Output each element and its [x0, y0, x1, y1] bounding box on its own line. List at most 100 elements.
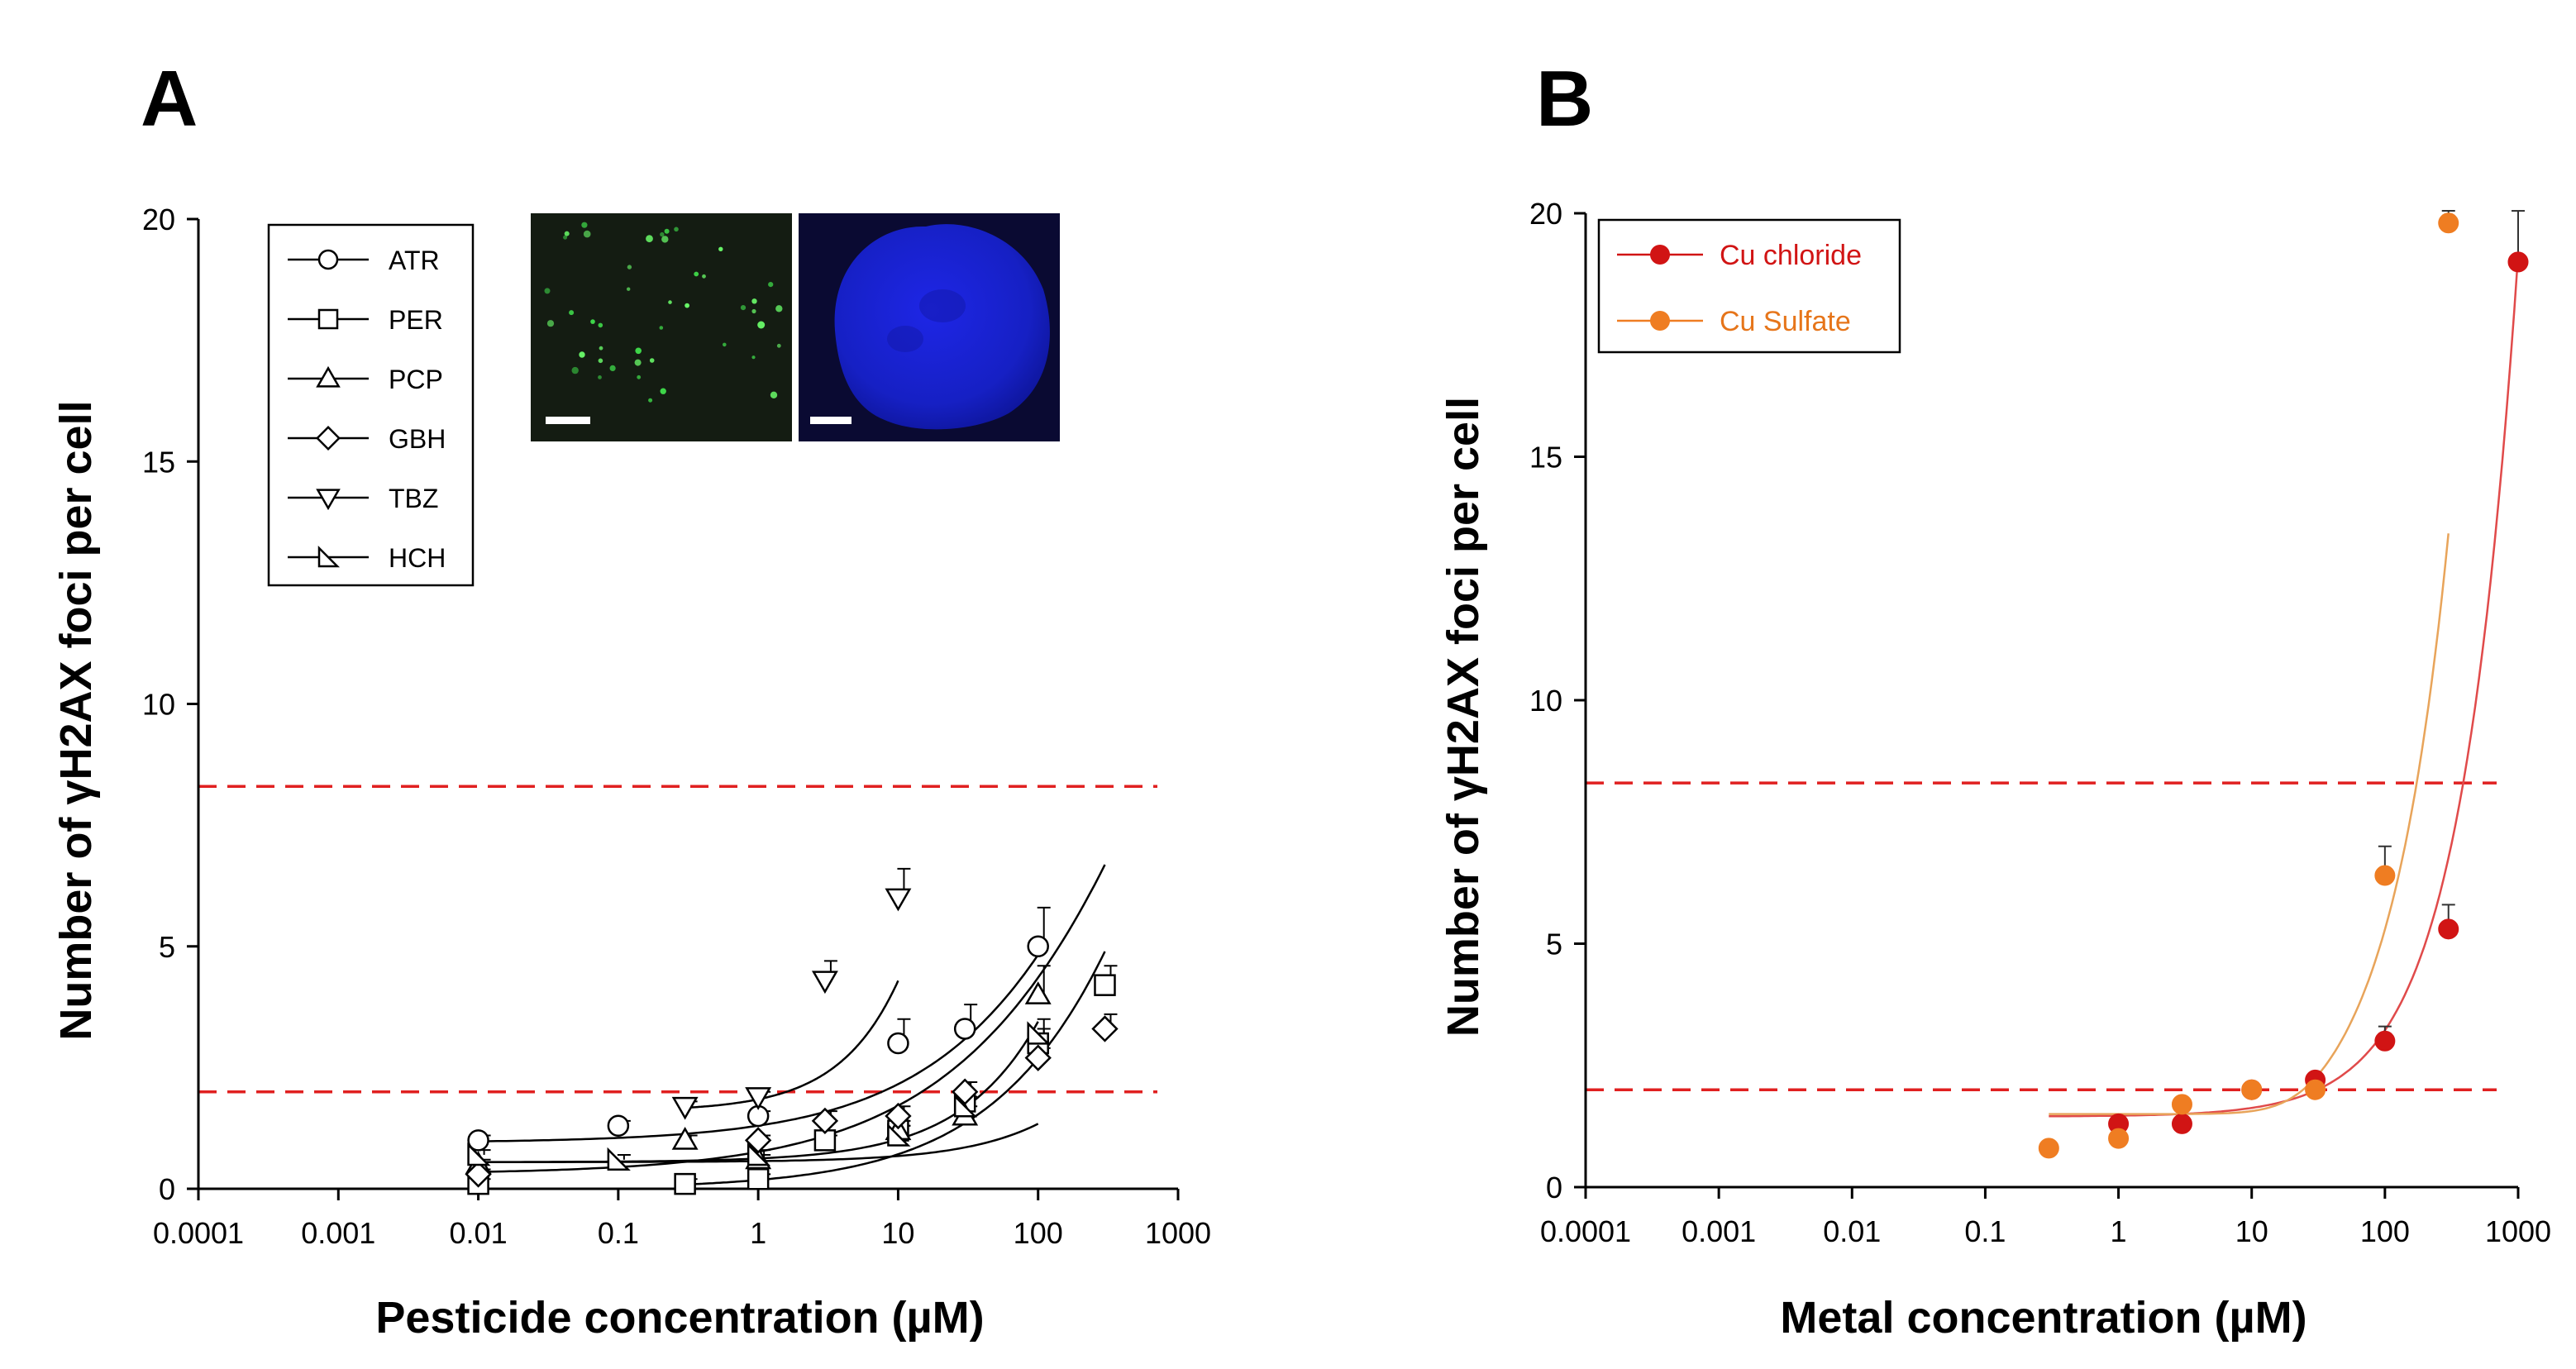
- data-point-gbh: [885, 1102, 912, 1130]
- data-point-gbh: [744, 1127, 772, 1154]
- reference-lines-a: [198, 785, 1157, 1094]
- focus-dot: [646, 235, 653, 243]
- x-tick-label: 0.01: [1823, 1214, 1881, 1248]
- focus-dot: [609, 365, 616, 371]
- fit-curve-gbh: [478, 864, 1106, 1173]
- x-axis-label: Pesticide concentration (µM): [375, 1293, 984, 1343]
- legend-label-pcp: PCP: [389, 365, 443, 394]
- focus-dot: [590, 319, 595, 324]
- y-tick-label: 5: [1546, 928, 1562, 961]
- fit-curves-b: [2049, 255, 2520, 1118]
- data-point-cu-chloride: [2438, 918, 2459, 940]
- y-tick-label: 20: [142, 203, 175, 236]
- chart-panel-a: 0.0001 0.001 0.01 0.1 1 10 100 1000 0 5 10 15 20 Pest…: [51, 203, 1211, 1343]
- focus-dot: [569, 310, 575, 316]
- data-point-atr: [607, 1114, 630, 1138]
- legend-label-hch: HCH: [389, 543, 446, 573]
- scale-bar-right: [810, 417, 852, 424]
- data-point-tbz: [671, 1096, 699, 1120]
- data-point-pcp: [671, 1127, 699, 1150]
- x-axis-label: Metal concentration (µM): [1780, 1293, 2306, 1343]
- focus-dot: [544, 288, 551, 294]
- x-tick-label: 0.001: [301, 1216, 375, 1250]
- data-point-gbh: [1091, 1015, 1119, 1042]
- focus-dot: [659, 326, 664, 330]
- focus-dot: [751, 355, 756, 360]
- chart-panel-b: 0.0001 0.001 0.01 0.1 1 10 100 1000 0 5 10 15 20 Meta…: [1438, 197, 2551, 1343]
- legend-label-atr: ATR: [389, 246, 440, 275]
- data-point-gbh: [952, 1078, 979, 1105]
- focus-dot: [751, 308, 756, 314]
- fit-curve-tbz: [685, 980, 899, 1109]
- y-tick-label: 20: [1529, 197, 1562, 231]
- data-point-cu-sulfate: [2108, 1128, 2130, 1149]
- focus-dot: [563, 235, 568, 240]
- focus-dot: [751, 298, 757, 304]
- focus-dot: [661, 236, 669, 243]
- focus-dot: [564, 231, 570, 236]
- error-bars-a: [477, 867, 1118, 1185]
- y-tick-label: 0: [159, 1172, 175, 1206]
- legend-marker-atr: [317, 249, 339, 270]
- focus-dot: [546, 320, 555, 327]
- focus-dot: [598, 375, 602, 379]
- data-point-atr: [953, 1018, 976, 1040]
- scale-bar-left: [546, 417, 590, 424]
- legend-box: [267, 223, 475, 587]
- x-tick-label: 0.1: [1964, 1214, 2006, 1248]
- data-point-cu-chloride: [2374, 1030, 2396, 1052]
- focus-dot: [775, 305, 783, 312]
- focus-dot: [757, 321, 766, 329]
- x-tick-label: 10: [881, 1216, 914, 1250]
- reference-lines-b: [1586, 781, 2497, 1091]
- data-point-cu-sulfate: [2305, 1079, 2326, 1100]
- data-point-atr: [887, 1032, 909, 1055]
- x-tick-label: 0.001: [1682, 1214, 1756, 1248]
- inset-foci-image: [531, 213, 792, 441]
- focus-dot: [634, 359, 642, 366]
- focus-dot: [599, 346, 603, 351]
- legend-label-tbz: TBZ: [389, 484, 438, 513]
- data-points-a: [465, 888, 1119, 1195]
- x-tick-label: 0.01: [450, 1216, 508, 1250]
- focus-dot: [579, 351, 585, 358]
- legend-label-per: PER: [389, 305, 443, 335]
- data-point-tbz: [885, 888, 912, 912]
- x-tick-label: 10: [2235, 1214, 2268, 1248]
- data-point-hch: [953, 1094, 978, 1118]
- data-point-cu-sulfate: [2241, 1079, 2263, 1100]
- focus-dot: [723, 342, 727, 347]
- data-point-hch: [467, 1142, 491, 1166]
- data-point-cu-sulfate: [2438, 212, 2459, 234]
- x-tick-label: 1000: [1145, 1216, 1211, 1250]
- legend-marker-cu-chloride: [1650, 245, 1670, 265]
- inset-nucleus-image: [799, 213, 1060, 441]
- legend-label-gbh: GBH: [389, 424, 446, 454]
- focus-dot: [571, 366, 579, 374]
- panel-label-b: B: [1536, 55, 1593, 143]
- focus-dot: [635, 347, 642, 355]
- y-tick-label: 15: [1529, 441, 1562, 475]
- focus-dot: [702, 274, 706, 279]
- x-tick-label: 100: [1014, 1216, 1063, 1250]
- legend-marker-cu-sulfate: [1650, 311, 1670, 331]
- focus-dot: [583, 230, 591, 238]
- data-point-per: [1094, 974, 1116, 996]
- data-point-gbh: [1024, 1044, 1052, 1071]
- y-tick-label: 15: [142, 445, 175, 479]
- legend-label-cu-chloride: Cu chloride: [1720, 240, 1862, 271]
- x-tick-label: 0.0001: [153, 1216, 244, 1250]
- y-tick-label: 5: [159, 930, 175, 964]
- focus-dot: [740, 305, 747, 311]
- data-point-cu-sulfate: [2171, 1094, 2192, 1115]
- data-point-hch: [747, 1142, 771, 1166]
- data-point-hch: [887, 1123, 911, 1147]
- legend-marker-pcp: [316, 365, 341, 388]
- focus-dot: [694, 271, 699, 277]
- y-axis-label: Number of γH2AX foci per cell: [51, 400, 101, 1040]
- x-tick-label: 0.1: [598, 1216, 639, 1250]
- y-tick-label: 0: [1546, 1171, 1562, 1204]
- focus-dot: [648, 398, 653, 403]
- nucleus-shape: [834, 224, 1050, 430]
